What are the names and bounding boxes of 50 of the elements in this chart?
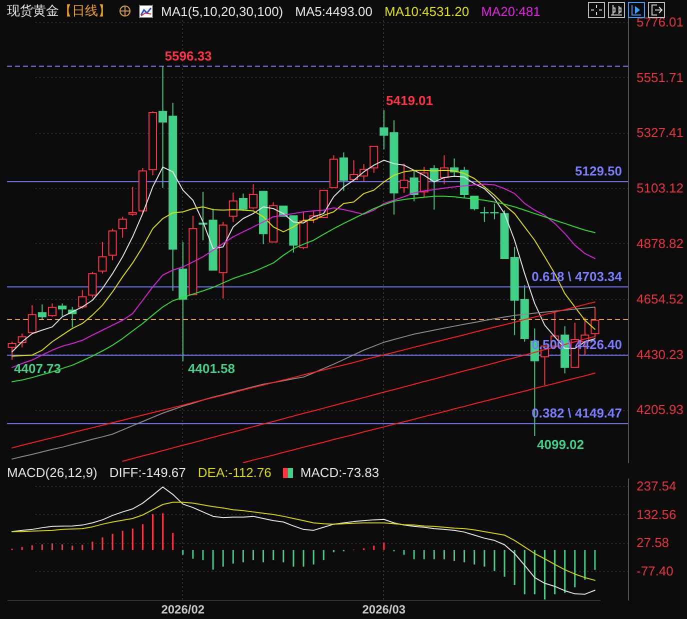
- candlestick: [238, 193, 248, 212]
- annotation: 5419.01: [386, 93, 433, 108]
- text: MA10:4531.20: [384, 4, 470, 18]
- y-tick-label: -77.40: [636, 563, 674, 578]
- y-tick-label: 237.54: [636, 478, 676, 494]
- candlestick: [58, 302, 67, 317]
- annotation: 5596.33: [164, 48, 212, 64]
- annotation: 4401.58: [188, 361, 235, 376]
- y-tick-label: 132.56: [636, 506, 676, 522]
- candlestick: [420, 166, 428, 198]
- candlestick: [228, 192, 238, 222]
- ref-line-label: 5129.50: [575, 164, 622, 179]
- annotation: 4099.02: [537, 437, 584, 452]
- x-tick-label: 2026/03: [362, 602, 406, 616]
- candlestick: [370, 146, 378, 174]
- y-tick-label: 5327.41: [636, 125, 684, 140]
- text: MA20:481: [481, 4, 540, 18]
- candlestick: [470, 196, 479, 211]
- y-tick-label: 27.58: [636, 535, 670, 550]
- y-tick-label: 5103.12: [636, 180, 684, 196]
- candlestick: [410, 170, 418, 202]
- candlestick: [590, 306, 600, 338]
- candlestick: [48, 302, 56, 318]
- candlestick: [339, 152, 348, 192]
- candlestick: [38, 304, 46, 320]
- y-tick-label: 4878.82: [636, 236, 684, 251]
- y-tick-label: 5551.71: [636, 70, 684, 85]
- y-tick-label: 4205.93: [636, 402, 684, 418]
- legend-title: MA1(5,10,20,30,100): [161, 4, 284, 18]
- candlestick: [400, 163, 408, 194]
- x-tick-label: 2026/02: [161, 602, 205, 616]
- candlestick: [118, 216, 127, 238]
- chart-title: MACD(26,12,9): [7, 465, 98, 480]
- candlestick: [28, 304, 36, 334]
- series-label: DEA:-112.76: [198, 465, 272, 480]
- candlestick: [8, 341, 16, 360]
- candlestick: [248, 184, 258, 210]
- annotation: 4407.73: [14, 360, 62, 376]
- line-series: [12, 502, 596, 581]
- text: MA5:4493.00: [295, 4, 372, 18]
- legend-label: MACD:-73.83: [300, 465, 380, 480]
- y-tick-label: 4654.52: [636, 291, 684, 306]
- y-tick-label: 4430.23: [636, 346, 684, 362]
- candlestick: [98, 241, 107, 274]
- candlestick: [88, 271, 97, 298]
- chart-title: 现货黄金: [7, 2, 59, 20]
- candlestick: [128, 186, 137, 216]
- chart-subtitle: 【日线】: [59, 2, 111, 20]
- series-label: DIFF:-149.67: [109, 465, 186, 480]
- candlestick: [78, 290, 87, 310]
